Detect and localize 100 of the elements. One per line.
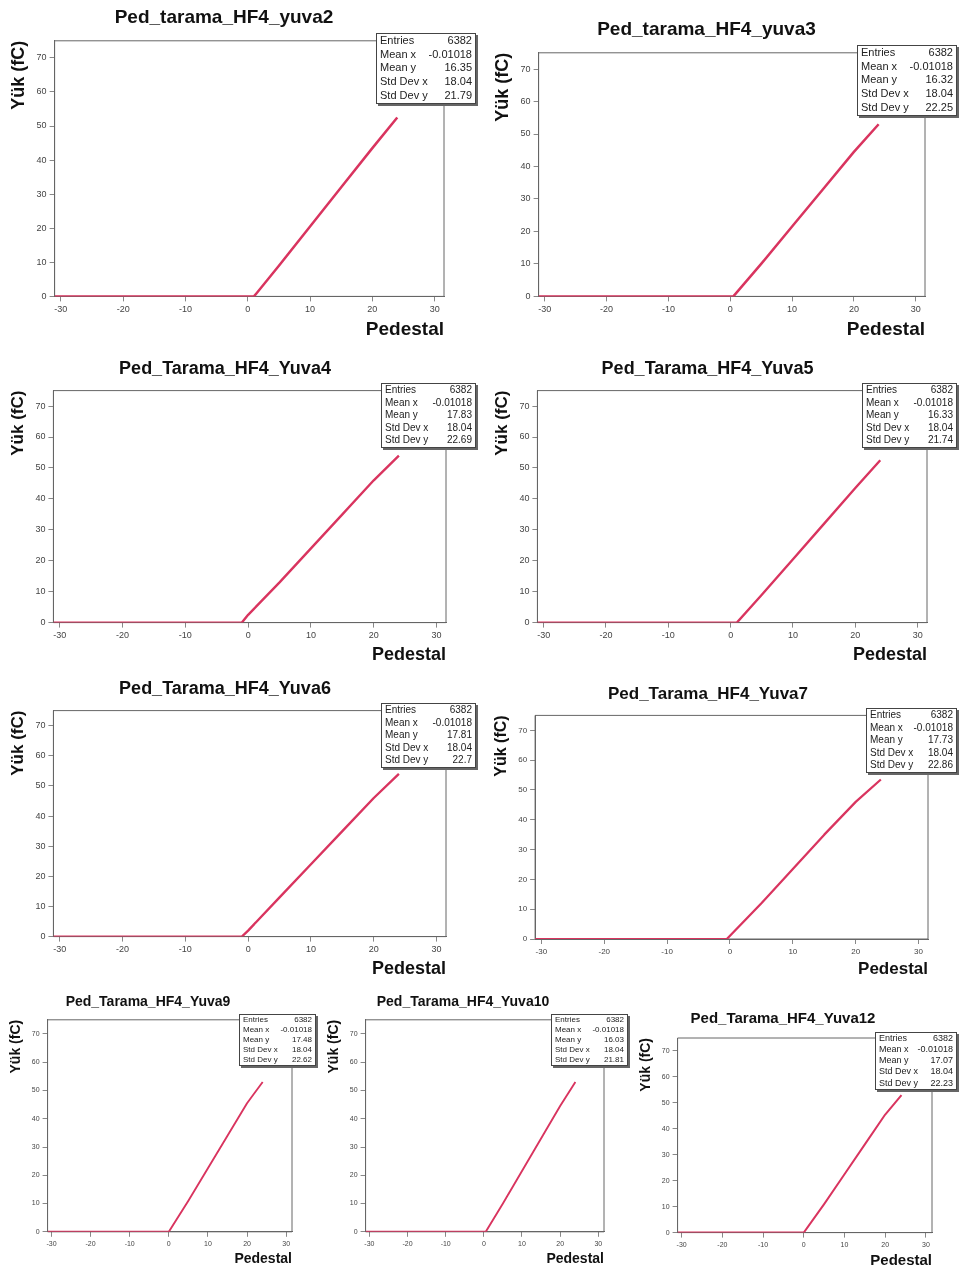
x-axis-title: Pedestal	[858, 959, 928, 979]
x-tick-label: -20	[116, 630, 130, 641]
y-tick-label: 60	[519, 431, 530, 442]
x-tick-label: -10	[178, 630, 192, 641]
x-axis-title: Pedestal	[365, 317, 444, 339]
y-tick-label: 50	[35, 780, 46, 791]
y-tick-label: 40	[519, 493, 530, 504]
text: Mean x -0.01018	[385, 716, 472, 728]
y-tick-label: 0	[41, 290, 47, 301]
chart-title: Ped_Tarama_HF4_Yuva6	[119, 677, 331, 698]
y-tick-label: 40	[520, 160, 531, 171]
text: Std Dev y 22.62	[243, 1054, 312, 1064]
y-tick-label: 10	[518, 904, 528, 914]
y-tick-label: 60	[520, 96, 531, 106]
y-tick-label: 0	[40, 931, 46, 942]
y-tick-label: 0	[524, 617, 530, 628]
y-tick-label: 70	[519, 400, 530, 411]
x-tick-label: 0	[727, 947, 733, 956]
y-tick-label: 70	[36, 52, 47, 63]
x-tick-label: -30	[535, 947, 548, 956]
y-axis-title: Yük (fC)	[7, 710, 27, 776]
x-axis-title: Pedestal	[846, 317, 925, 339]
y-tick-label: 20	[35, 555, 46, 566]
x-tick-label: 20	[368, 630, 379, 641]
y-tick-label: 60	[35, 431, 46, 442]
x-tick-label: -10	[661, 630, 675, 641]
y-tick-label: 50	[35, 462, 46, 473]
x-tick-label: 20	[850, 630, 861, 641]
y-tick-label: 30	[35, 840, 46, 851]
x-tick-label: 20	[848, 304, 859, 315]
y-tick-label: 60	[35, 750, 46, 761]
x-tick-label: -30	[537, 630, 551, 641]
text: Mean x -0.01018	[385, 396, 472, 408]
annotation: Mean x -0.01018	[380, 47, 472, 62]
text: Std Dev x 18.04	[861, 87, 953, 100]
y-tick-label: 70	[520, 63, 531, 74]
y-tick-label: 10	[520, 258, 531, 269]
y-tick-label: 40	[36, 154, 47, 165]
y-tick-label: 70	[35, 400, 46, 411]
text: Mean y 16.35	[380, 61, 472, 74]
chart-title: Ped_Tarama_HF4_Yuva12	[690, 1009, 876, 1027]
x-tick-label: 10	[305, 944, 316, 955]
x-tick-label: 0	[245, 304, 251, 315]
x-tick-label: -10	[661, 947, 674, 956]
text: Entries 6382	[385, 384, 472, 395]
x-tick-label: -30	[538, 304, 552, 315]
x-axis-title: Pedestal	[371, 644, 446, 665]
y-tick-label: 20	[35, 870, 46, 881]
x-tick-label: 10	[788, 947, 798, 956]
text: Std Dev y 22.7	[385, 754, 472, 765]
x-tick-label: 0	[728, 630, 734, 641]
y-tick-label: 0	[40, 617, 46, 628]
x-tick-label: 30	[431, 944, 442, 955]
x-tick-label: 20	[851, 947, 861, 956]
x-tick-label: -20	[598, 947, 611, 956]
x-tick-label: 10	[305, 304, 316, 315]
y-axis-title: Yük (fC)	[491, 52, 512, 122]
text: Mean y 17.07	[879, 1055, 953, 1066]
text: Std Dev x 18.04	[879, 1066, 953, 1077]
y-axis-title: Yük (fC)	[7, 390, 27, 456]
x-axis-title: Pedestal	[546, 1250, 604, 1267]
x-tick-label: -30	[53, 944, 67, 955]
y-axis-title: Yük (fC)	[491, 390, 511, 456]
x-tick-label: -20	[600, 304, 614, 315]
y-tick-label: 20	[520, 225, 531, 236]
x-tick-label: -30	[54, 304, 68, 315]
text: Std Dev y 21.74	[866, 434, 953, 445]
y-tick-label: 50	[520, 128, 531, 139]
y-tick-label: 60	[36, 86, 47, 97]
chart-title: Ped_Tarama_HF4_Yuva4	[119, 357, 331, 378]
x-tick-label: 10	[305, 630, 316, 641]
text: Std Dev y 22.25	[861, 100, 953, 113]
chart-title: Ped_Tarama_HF4_Yuva7	[607, 683, 809, 703]
y-tick-label: 20	[36, 222, 47, 233]
text: Std Dev y 22.23	[879, 1077, 953, 1088]
text: Entries 6382	[385, 704, 472, 715]
text: Entries 6382	[243, 1014, 312, 1024]
x-tick-label: 30	[914, 947, 924, 956]
x-axis-title: Pedestal	[371, 958, 446, 979]
text: Std Dev y 22.86	[870, 759, 953, 771]
x-tick-label: -30	[53, 630, 67, 641]
y-tick-label: 20	[518, 874, 528, 884]
x-tick-label: 20	[368, 944, 379, 955]
y-tick-label: 40	[35, 810, 46, 821]
y-tick-label: 20	[519, 555, 530, 566]
y-tick-label: 70	[518, 725, 528, 735]
x-tick-label: -20	[116, 944, 130, 955]
y-tick-label: 10	[519, 586, 530, 597]
text: Std Dev x 18.04	[380, 75, 472, 88]
chart-title: Ped_Tarama_HF4_Yuva10	[376, 993, 550, 1010]
text: Mean y 16.03	[555, 1034, 624, 1044]
text: Mean y 17.81	[385, 729, 472, 740]
annotation: Mean x -0.01018	[861, 59, 953, 74]
y-tick-label: 10	[35, 900, 46, 911]
text: Entries 6382	[879, 1032, 953, 1043]
text: Entries 6382	[870, 709, 953, 721]
chart-title: Ped_Tarama_HF4_Yuva9	[65, 993, 231, 1010]
x-tick-label: -10	[178, 304, 192, 315]
y-tick-label: 50	[518, 785, 528, 795]
text: Entries 6382	[861, 45, 953, 58]
